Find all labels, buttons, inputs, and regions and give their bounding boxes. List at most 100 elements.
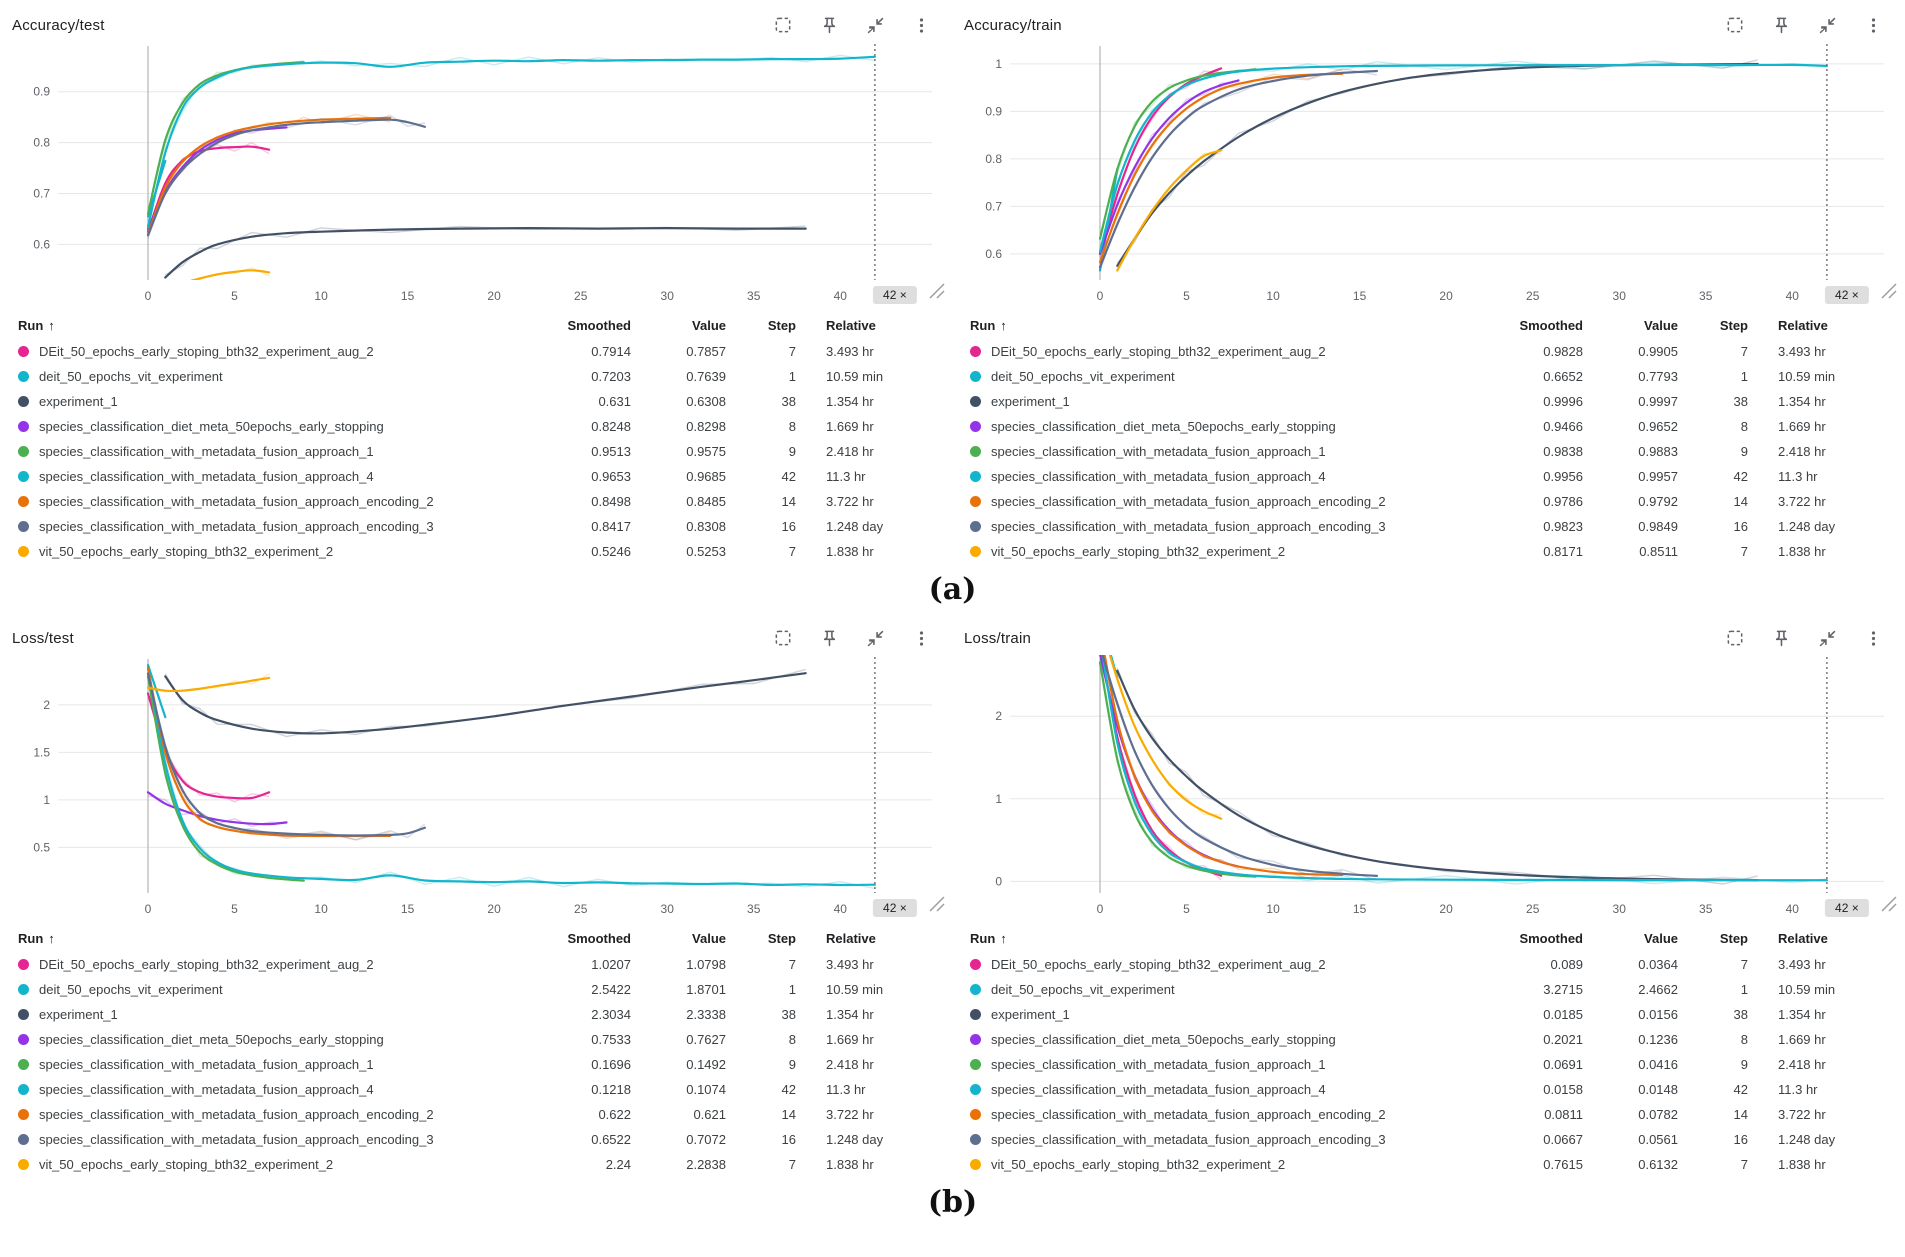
step-badge[interactable]: 42 × — [1824, 899, 1869, 917]
selection-box-button[interactable] — [1724, 627, 1746, 649]
run-row[interactable]: DEit_50_epochs_early_stoping_bth32_exper… — [964, 952, 1898, 977]
pin-button[interactable] — [818, 627, 840, 649]
y-axis-tick-label: 1 — [995, 792, 1002, 806]
pin-button[interactable] — [818, 14, 840, 36]
relative-time-cell: 2.418 hr — [1778, 1057, 1826, 1072]
run-row[interactable]: DEit_50_epochs_early_stoping_bth32_exper… — [964, 339, 1898, 364]
run-row[interactable]: species_classification_with_metadata_fus… — [12, 514, 946, 539]
run-cell: species_classification_with_metadata_fus… — [12, 444, 541, 459]
run-row[interactable]: experiment_1 0.631 0.6308 38 1.354 hr — [12, 389, 946, 414]
run-row[interactable]: deit_50_epochs_vit_experiment 0.6652 0.779… — [964, 364, 1898, 389]
run-color-dot — [18, 1084, 29, 1095]
run-color-dot — [18, 1009, 29, 1020]
relative-time-cell: 1.838 hr — [826, 1157, 874, 1172]
column-header-run[interactable]: Run ↑ — [12, 931, 541, 946]
run-row[interactable]: species_classification_with_metadata_fus… — [964, 489, 1898, 514]
resize-handle-icon[interactable] — [929, 283, 945, 299]
run-row[interactable]: species_classification_with_metadata_fus… — [964, 464, 1898, 489]
pin-button[interactable] — [1770, 14, 1792, 36]
pin-button[interactable] — [1770, 627, 1792, 649]
line-chart-accuracy-test[interactable]: 0.9 0.8 0.7 0.6 0 5 10 15 20 25 30 35 40 42 × — [12, 40, 948, 304]
run-row[interactable]: species_classification_with_metadata_fus… — [12, 464, 946, 489]
run-row[interactable]: species_classification_with_metadata_fus… — [12, 489, 946, 514]
run-name: deit_50_epochs_vit_experiment — [39, 369, 223, 384]
run-row[interactable]: vit_50_epochs_early_stoping_bth32_experi… — [964, 1152, 1898, 1177]
relative-time-cell: 1.669 hr — [1778, 419, 1826, 434]
line-chart-accuracy-train[interactable]: 1 0.9 0.8 0.7 0.6 0 5 10 15 20 25 30 35 40 42 × — [964, 40, 1900, 304]
run-row[interactable]: deit_50_epochs_vit_experiment 0.7203 0.763… — [12, 364, 946, 389]
column-header-relative[interactable]: Relative — [826, 318, 876, 333]
run-row[interactable]: species_classification_with_metadata_fus… — [12, 1052, 946, 1077]
run-row[interactable]: species_classification_diet_meta_50epoch… — [12, 1027, 946, 1052]
column-header-smoothed[interactable]: Smoothed — [567, 931, 631, 946]
column-header-value[interactable]: Value — [1644, 318, 1678, 333]
column-header-run[interactable]: Run ↑ — [964, 318, 1493, 333]
run-row[interactable]: species_classification_with_metadata_fus… — [964, 514, 1898, 539]
run-row[interactable]: vit_50_epochs_early_stoping_bth32_experi… — [12, 539, 946, 564]
run-row[interactable]: species_classification_with_metadata_fus… — [12, 1102, 946, 1127]
step-badge[interactable]: 42 × — [1824, 286, 1869, 304]
column-header-relative[interactable]: Relative — [1778, 931, 1828, 946]
column-header-step[interactable]: Step — [767, 318, 796, 333]
run-row[interactable]: species_classification_with_metadata_fus… — [964, 1127, 1898, 1152]
run-row[interactable]: species_classification_with_metadata_fus… — [964, 1052, 1898, 1077]
run-row[interactable]: experiment_1 0.0185 0.0156 38 1.354 hr — [964, 1002, 1898, 1027]
line-chart-loss-test[interactable]: 2 1.5 1 0.5 0 5 10 15 20 25 30 35 40 42 × — [12, 653, 948, 917]
column-header-step[interactable]: Step — [767, 931, 796, 946]
run-row[interactable]: DEit_50_epochs_early_stoping_bth32_exper… — [12, 339, 946, 364]
step-cell: 8 — [1740, 419, 1748, 434]
run-row[interactable]: species_classification_with_metadata_fus… — [964, 1102, 1898, 1127]
run-row[interactable]: deit_50_epochs_vit_experiment 2.5422 1.870… — [12, 977, 946, 1002]
run-row[interactable]: species_classification_diet_meta_50epoch… — [12, 414, 946, 439]
selection-box-button[interactable] — [772, 14, 794, 36]
collapse-button[interactable] — [1816, 14, 1838, 36]
run-cell: experiment_1 — [964, 394, 1493, 409]
value-cell: 0.9652 — [1638, 419, 1678, 434]
more-options-button[interactable] — [910, 14, 932, 36]
selection-box-button[interactable] — [772, 627, 794, 649]
relative-time-cell: 1.669 hr — [1778, 1032, 1826, 1047]
step-badge[interactable]: 42 × — [872, 899, 917, 917]
run-row[interactable]: species_classification_with_metadata_fus… — [964, 1077, 1898, 1102]
run-row[interactable]: DEit_50_epochs_early_stoping_bth32_exper… — [12, 952, 946, 977]
run-row[interactable]: species_classification_with_metadata_fus… — [964, 439, 1898, 464]
resize-handle-icon[interactable] — [929, 896, 945, 912]
column-header-value[interactable]: Value — [692, 931, 726, 946]
step-badge[interactable]: 42 × — [872, 286, 917, 304]
column-header-run[interactable]: Run ↑ — [12, 318, 541, 333]
collapse-button[interactable] — [864, 14, 886, 36]
column-header-smoothed[interactable]: Smoothed — [1519, 931, 1583, 946]
more-options-button[interactable] — [1862, 14, 1884, 36]
column-header-smoothed[interactable]: Smoothed — [1519, 318, 1583, 333]
run-row[interactable]: species_classification_with_metadata_fus… — [12, 1127, 946, 1152]
run-row[interactable]: species_classification_diet_meta_50epoch… — [964, 1027, 1898, 1052]
x-axis-tick-label: 0 — [1097, 902, 1104, 916]
column-header-run[interactable]: Run ↑ — [964, 931, 1493, 946]
column-header-relative[interactable]: Relative — [1778, 318, 1828, 333]
run-row[interactable]: experiment_1 2.3034 2.3338 38 1.354 hr — [12, 1002, 946, 1027]
column-header-smoothed[interactable]: Smoothed — [567, 318, 631, 333]
collapse-button[interactable] — [864, 627, 886, 649]
run-row[interactable]: vit_50_epochs_early_stoping_bth32_experi… — [12, 1152, 946, 1177]
run-cell: species_classification_with_metadata_fus… — [964, 1082, 1493, 1097]
column-header-step[interactable]: Step — [1719, 931, 1748, 946]
run-row[interactable]: species_classification_with_metadata_fus… — [12, 1077, 946, 1102]
column-header-value[interactable]: Value — [1644, 931, 1678, 946]
more-options-button[interactable] — [910, 627, 932, 649]
column-header-step[interactable]: Step — [1719, 318, 1748, 333]
run-row[interactable]: species_classification_with_metadata_fus… — [12, 439, 946, 464]
selection-box-button[interactable] — [1724, 14, 1746, 36]
resize-handle-icon[interactable] — [1881, 283, 1897, 299]
resize-handle-icon[interactable] — [1881, 896, 1897, 912]
collapse-button[interactable] — [1816, 627, 1838, 649]
run-row[interactable]: deit_50_epochs_vit_experiment 3.2715 2.466… — [964, 977, 1898, 1002]
run-row[interactable]: experiment_1 0.9996 0.9997 38 1.354 hr — [964, 389, 1898, 414]
more-options-button[interactable] — [1862, 627, 1884, 649]
relative-time-cell: 11.3 hr — [1778, 1082, 1818, 1097]
column-header-value[interactable]: Value — [692, 318, 726, 333]
column-header-relative[interactable]: Relative — [826, 931, 876, 946]
step-cell: 1 — [1740, 369, 1748, 384]
run-row[interactable]: vit_50_epochs_early_stoping_bth32_experi… — [964, 539, 1898, 564]
run-row[interactable]: species_classification_diet_meta_50epoch… — [964, 414, 1898, 439]
